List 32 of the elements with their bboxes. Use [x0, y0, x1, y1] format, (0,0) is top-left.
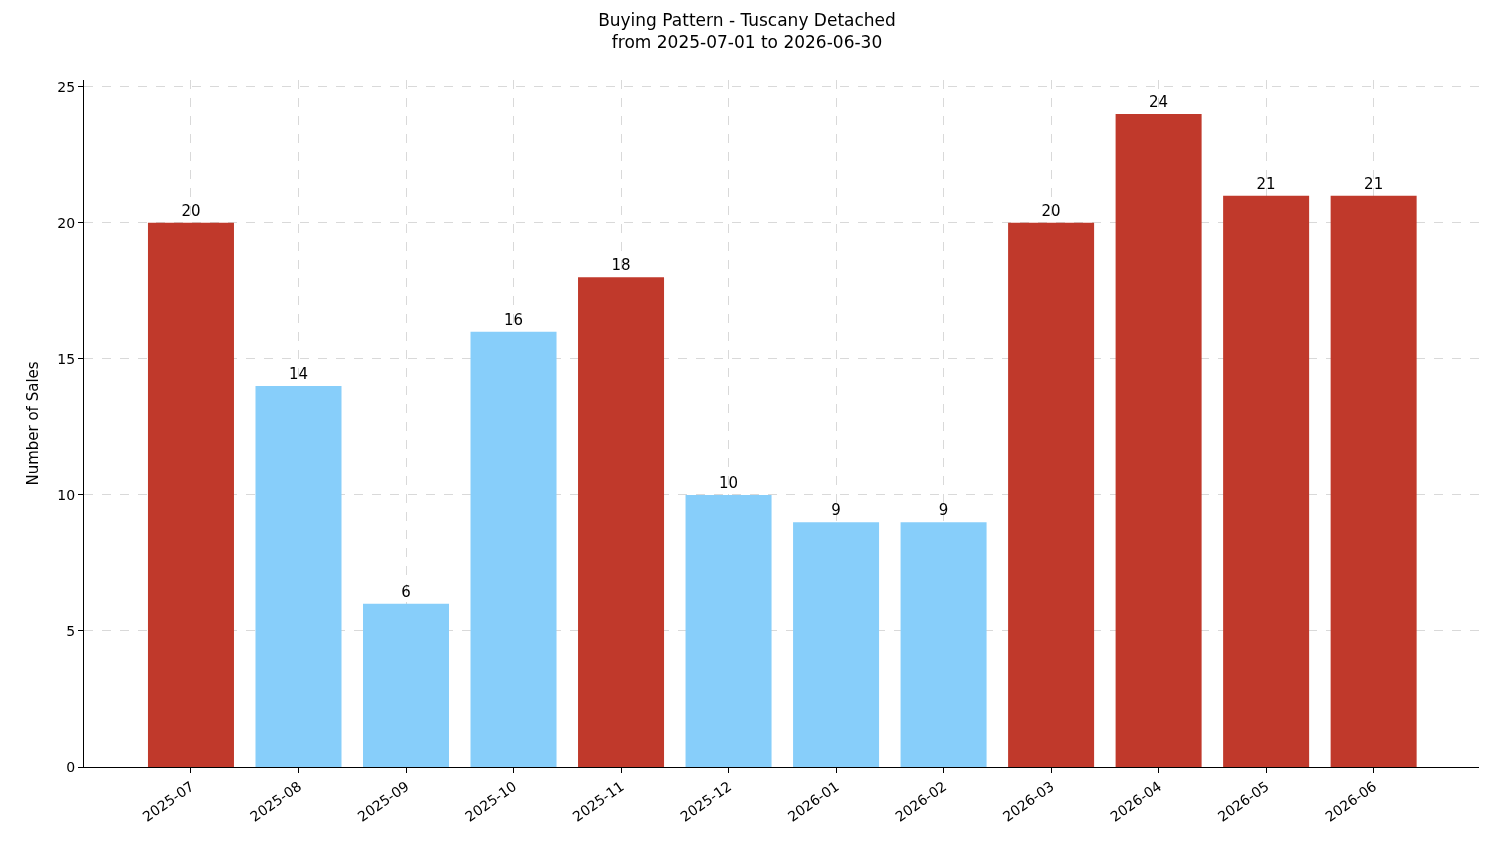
y-tick-label: 25: [57, 78, 76, 95]
data-label: 16: [503, 310, 524, 329]
data-label: 18: [611, 256, 631, 275]
data-label: 21: [1256, 174, 1276, 193]
bar: [900, 522, 987, 767]
data-label: 9: [938, 501, 949, 520]
bar: [1223, 195, 1310, 767]
y-tick-label: 20: [57, 214, 76, 231]
bar: [685, 494, 772, 767]
data-label: 20: [1041, 201, 1061, 220]
data-label: 14: [288, 365, 309, 384]
bar: [1330, 195, 1417, 767]
bar: [1008, 222, 1095, 767]
bar: [470, 331, 557, 767]
y-tick-label: 15: [57, 350, 76, 367]
data-label: 6: [401, 582, 411, 601]
chart-title: Buying Pattern - Tuscany Detached from 2025-07-01 to 2026-06-30: [598, 9, 896, 52]
bar: [147, 222, 234, 767]
data-label: 9: [831, 501, 841, 520]
data-label: 24: [1149, 93, 1169, 112]
data-label: 10: [719, 473, 739, 492]
data-label: 21: [1364, 174, 1384, 193]
bar: [363, 603, 450, 767]
bar: [793, 522, 880, 767]
bar: [578, 277, 665, 767]
y-axis-title: Number of Sales: [23, 361, 42, 486]
y-tick-label: 0: [66, 758, 76, 775]
bar: [255, 386, 342, 767]
bar: [1115, 114, 1202, 767]
y-tick-label: 5: [66, 622, 76, 639]
y-tick-label: 10: [57, 486, 76, 503]
data-label: 20: [181, 201, 201, 220]
